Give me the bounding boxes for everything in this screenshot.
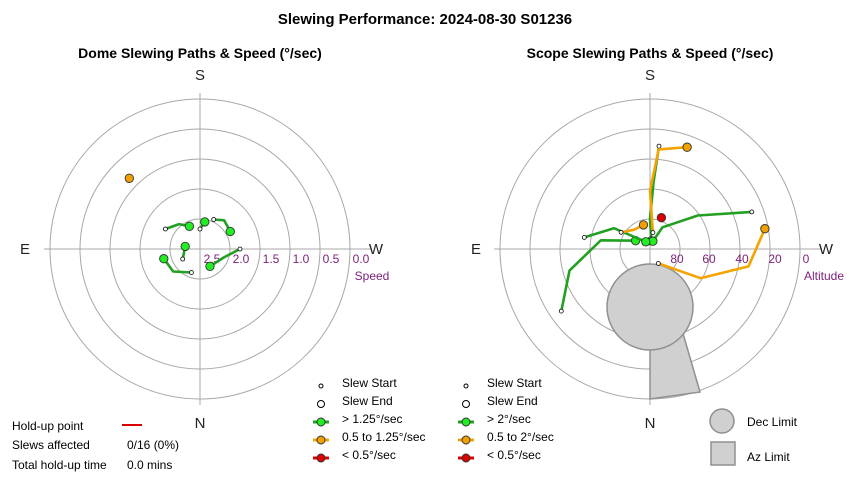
scope-compass-bottom: N (645, 415, 656, 432)
dome-slew-start-point (188, 270, 194, 275)
limits-legend: Dec Limit Az Limit (709, 408, 798, 466)
dome-legend-label: 0.5 to 1.25°/sec (342, 430, 426, 444)
dome-slew-start-point (237, 246, 243, 252)
dome-tick: 0.5 (323, 252, 340, 266)
scope-slew-start-point (581, 234, 587, 240)
scope-slew-end-point (641, 237, 651, 247)
slew-start-marker (318, 383, 324, 389)
holdup-point-label: Hold-up point (12, 419, 84, 433)
dec-limit-zone (606, 263, 694, 351)
dome-tick: 2.0 (233, 252, 250, 266)
scope-legend-label: > 2°/sec (487, 412, 531, 426)
slew-end-marker (462, 400, 470, 408)
az-limit-label: Az Limit (747, 450, 790, 464)
dome-slew-start-point (211, 217, 217, 222)
dome-slew-end-point (124, 173, 134, 183)
slews-affected-label: Slews affected (12, 438, 90, 452)
scope-limits-layer (606, 263, 701, 400)
total-holdup-label: Total hold-up time (12, 458, 107, 472)
scope-compass-left: E (471, 241, 481, 258)
scope-slew-start-point (656, 143, 662, 149)
dome-slew-end-point (225, 226, 235, 237)
dome-legend: Slew Start Slew End > 1.25°/sec 0.5 to 1… (313, 376, 426, 463)
dome-legend-label: Slew Start (342, 376, 397, 390)
mid-marker-swatch (461, 435, 471, 445)
scope-slew-end-point (760, 224, 770, 234)
dome-slew-start-point (197, 226, 203, 232)
dome-slew-path (162, 257, 193, 274)
dome-tick: 0.0 (353, 252, 370, 266)
dome-legend-label: > 1.25°/sec (342, 412, 403, 426)
dome-slew-end-point (184, 221, 195, 231)
dome-compass-right: W (369, 241, 384, 258)
scope-slew-end-point (656, 213, 667, 223)
scope-legend-label: Slew Start (487, 376, 542, 390)
mid-marker-swatch (316, 435, 326, 445)
scope-legend-label: Slew End (487, 394, 538, 408)
slews-affected-value: 0/16 (0%) (127, 438, 179, 452)
scope-slew-start-point (650, 230, 656, 236)
dome-slew-end-point (180, 241, 190, 252)
dome-slew-end-point (200, 217, 210, 227)
dome-tick: 1.0 (293, 252, 310, 266)
scope-legend-label: < 0.5°/sec (487, 448, 541, 462)
slow-marker-swatch (461, 453, 471, 463)
scope-tick: 20 (768, 252, 782, 266)
dome-compass-top: S (195, 67, 205, 84)
dome-compass-bottom: N (195, 415, 206, 432)
scope-legend: Slew Start Slew End > 2°/sec 0.5 to 2°/s… (458, 376, 554, 463)
dome-panel: Dome Slewing Paths & Speed (°/sec) S N E… (20, 45, 389, 432)
square-icon (710, 441, 736, 466)
dome-compass-left: E (20, 241, 30, 258)
dome-slew-end-point (205, 261, 215, 271)
dome-data-layer (124, 173, 243, 275)
dec-limit-label: Dec Limit (747, 415, 798, 429)
circle-icon (709, 408, 735, 434)
scope-tick: 80 (670, 252, 684, 266)
scope-tick: 0 (803, 252, 810, 266)
scope-subtitle: Scope Slewing Paths & Speed (°/sec) (527, 45, 774, 61)
scope-slew-path (648, 145, 689, 234)
dome-rings (44, 93, 372, 405)
scope-axis-name: Altitude (804, 269, 844, 283)
dome-slew-path (208, 247, 242, 268)
scope-slew-start-point (749, 209, 755, 215)
holdup-stats: Hold-up point Slews affected 0/16 (0%) T… (12, 419, 179, 472)
dome-axis-name: Speed (355, 269, 390, 283)
scope-slew-path (582, 226, 648, 244)
dome-legend-label: Slew End (342, 394, 393, 408)
dome-slew-end-point (159, 254, 169, 264)
scope-data-layer (558, 142, 770, 314)
dome-ticks: 2.5 2.0 1.5 1.0 0.5 0.0 Speed (204, 252, 390, 283)
dome-subtitle: Dome Slewing Paths & Speed (°/sec) (78, 45, 322, 61)
scope-slew-end-point (682, 142, 692, 152)
scope-slew-start-point (558, 308, 564, 314)
scope-slew-path (656, 227, 767, 280)
scope-slew-path (559, 239, 637, 313)
dome-tick: 1.5 (263, 252, 280, 266)
scope-slew-start-point (655, 260, 661, 266)
dome-legend-label: < 0.5°/sec (342, 448, 396, 462)
fast-marker-swatch (461, 417, 471, 427)
figure-title: Slewing Performance: 2024-08-30 S01236 (278, 11, 572, 28)
scope-tick: 60 (702, 252, 716, 266)
dome-slew-start-point (162, 226, 168, 232)
fast-marker-swatch (316, 417, 326, 427)
slew-end-marker (317, 400, 325, 408)
scope-slew-end-point (638, 220, 649, 230)
scope-panel: Scope Slewing Paths & Speed (°/sec) S N … (471, 45, 844, 432)
scope-tick: 40 (735, 252, 749, 266)
scope-slew-path (651, 210, 754, 243)
slew-start-marker (463, 383, 469, 389)
slow-marker-swatch (316, 453, 326, 463)
scope-ticks: 80 60 40 20 0 Altitude (670, 252, 844, 283)
dome-slew-start-point (180, 256, 186, 262)
scope-compass-top: S (645, 67, 655, 84)
total-holdup-value: 0.0 mins (127, 458, 172, 472)
scope-compass-right: W (819, 241, 834, 258)
scope-slew-start-point (618, 229, 624, 235)
scope-legend-label: 0.5 to 2°/sec (487, 430, 554, 444)
